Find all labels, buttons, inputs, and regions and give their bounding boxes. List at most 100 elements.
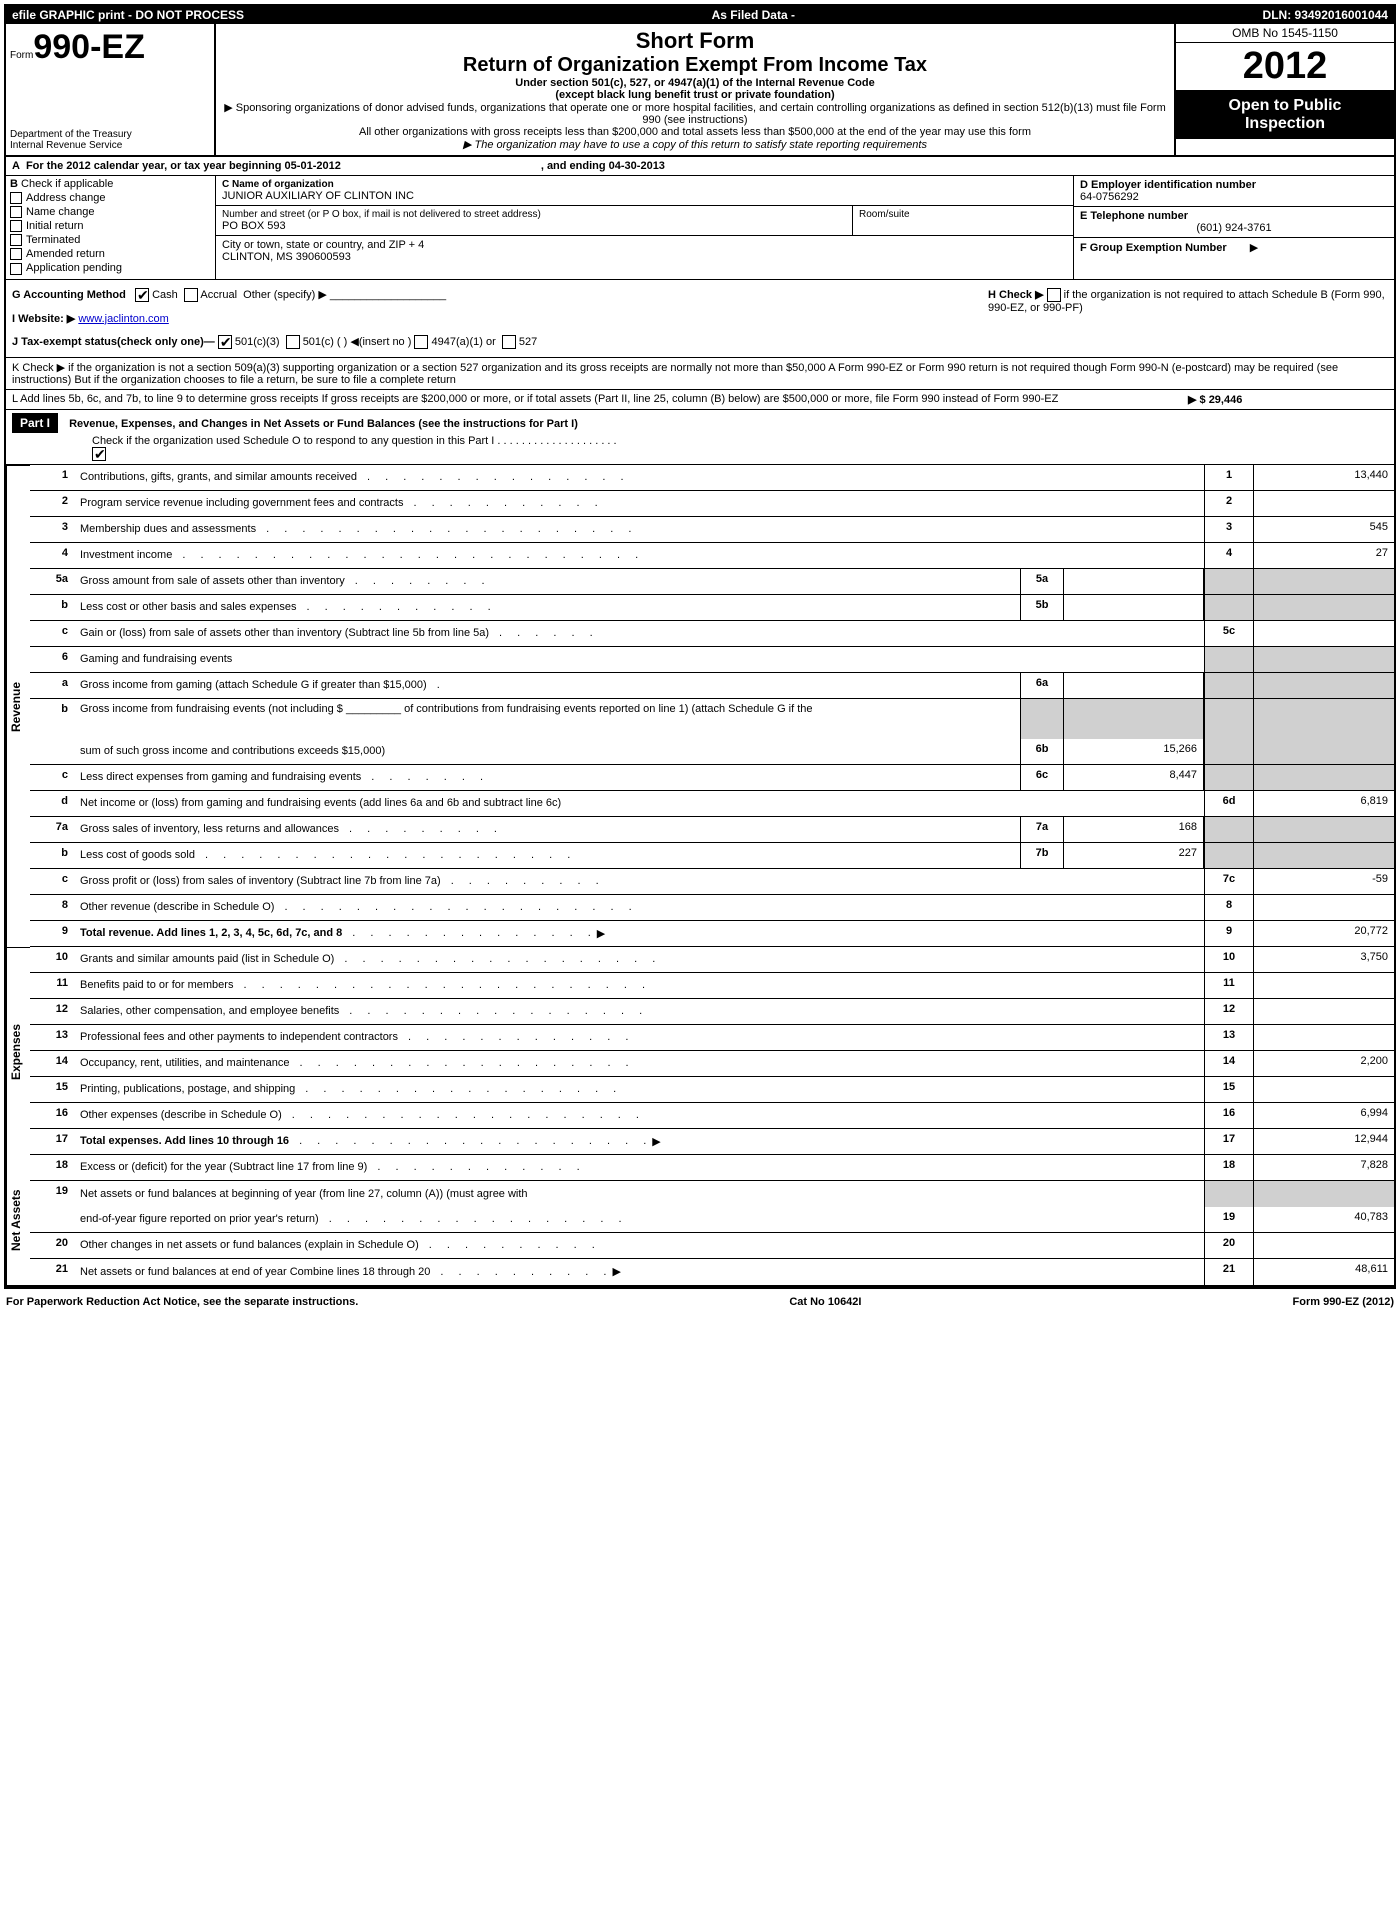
- dept-block: Department of the Treasury Internal Reve…: [10, 129, 132, 151]
- chk-3: Terminated: [26, 234, 80, 246]
- line-6c-sn: 6c: [1020, 765, 1064, 790]
- header-row: Form990-EZ Department of the Treasury In…: [6, 24, 1394, 157]
- dots: . . . . . . . . . . . . . . . . . .: [305, 1083, 622, 1095]
- grey: [1254, 765, 1394, 790]
- grey: [1254, 817, 1394, 842]
- checkbox-amended[interactable]: [10, 248, 22, 260]
- line-7a-sv: 168: [1064, 817, 1204, 842]
- grey: [1204, 739, 1254, 764]
- line-4-num: 4: [30, 543, 74, 568]
- line-15-desc: Printing, publications, postage, and shi…: [80, 1083, 295, 1095]
- checkbox-name-change[interactable]: [10, 206, 22, 218]
- line-18-desc: Excess or (deficit) for the year (Subtra…: [80, 1161, 367, 1173]
- header-center: Short Form Return of Organization Exempt…: [216, 24, 1174, 155]
- form-prefix: Form: [10, 50, 33, 61]
- dept-2: Internal Revenue Service: [10, 140, 132, 151]
- d-ein-label: D Employer identification number: [1080, 179, 1388, 191]
- line-12-num: 12: [30, 999, 74, 1024]
- line-17-rn: 17: [1204, 1129, 1254, 1154]
- e-phone-val: (601) 924-3761: [1080, 222, 1388, 234]
- form-container: efile GRAPHIC print - DO NOT PROCESS As …: [4, 4, 1396, 1289]
- part1-row: Part I Revenue, Expenses, and Changes in…: [6, 410, 1394, 465]
- checkbox-cash[interactable]: [135, 288, 149, 302]
- netassets-block: Net Assets 18 Excess or (deficit) for th…: [6, 1155, 1394, 1287]
- line-16-num: 16: [30, 1103, 74, 1128]
- dept-1: Department of the Treasury: [10, 129, 132, 140]
- e-phone-label: E Telephone number: [1080, 210, 1388, 222]
- line-21-v: 48,611: [1254, 1259, 1394, 1285]
- checkbox-initial-return[interactable]: [10, 220, 22, 232]
- line-19-v: 40,783: [1254, 1207, 1394, 1232]
- line-19-desc2: end-of-year figure reported on prior yea…: [80, 1213, 319, 1225]
- checkbox-accrual[interactable]: [184, 288, 198, 302]
- line-6c-desc: Less direct expenses from gaming and fun…: [80, 771, 361, 783]
- col-b-label: B: [10, 178, 18, 190]
- dots: . . . . . . . . .: [349, 823, 503, 835]
- l-text: L Add lines 5b, 6c, and 7b, to line 9 to…: [12, 393, 1188, 406]
- grey: [1204, 843, 1254, 868]
- line-5b-num: b: [30, 595, 74, 620]
- checkbox-part1-scho[interactable]: [92, 447, 106, 461]
- checkbox-501c[interactable]: [286, 335, 300, 349]
- line-6b-num: b: [30, 699, 74, 739]
- line-6b-sv: 15,266: [1064, 739, 1204, 764]
- line-5c-num: c: [30, 621, 74, 646]
- line-2-rn: 2: [1204, 491, 1254, 516]
- checkbox-terminated[interactable]: [10, 234, 22, 246]
- top-bar-left: efile GRAPHIC print - DO NOT PROCESS: [12, 8, 244, 22]
- line-6d-rn: 6d: [1204, 791, 1254, 816]
- main-title: Return of Organization Exempt From Incom…: [222, 54, 1168, 77]
- j-501c3: 501(c)(3): [235, 336, 280, 348]
- c-city-val: CLINTON, MS 390600593: [222, 251, 1067, 263]
- checkbox-501c3[interactable]: [218, 335, 232, 349]
- line-3-rn: 3: [1204, 517, 1254, 542]
- c-addr-val: PO BOX 593: [222, 220, 846, 232]
- row-a-text: For the 2012 calendar year, or tax year …: [26, 160, 341, 172]
- grey: [1254, 673, 1394, 698]
- grey: [1020, 699, 1064, 739]
- checkbox-address-change[interactable]: [10, 192, 22, 204]
- line-5b-sv: [1064, 595, 1204, 620]
- dots: . . . . . . . . .: [451, 875, 605, 887]
- line-5c-rn: 5c: [1204, 621, 1254, 646]
- footer-right: Form 990-EZ (2012): [1293, 1296, 1394, 1308]
- grey: [1254, 1181, 1394, 1207]
- line-1-desc: Contributions, gifts, grants, and simila…: [80, 471, 357, 483]
- col-c: C Name of organization JUNIOR AUXILIARY …: [216, 176, 1074, 279]
- line-5c-v: [1254, 621, 1394, 646]
- line-1-num: 1: [30, 465, 74, 490]
- f-group-block: F Group Exemption Number ▶: [1074, 238, 1394, 257]
- website-link[interactable]: www.jaclinton.com: [78, 313, 168, 325]
- row-a-label: A: [12, 160, 20, 172]
- line-16-desc: Other expenses (describe in Schedule O): [80, 1109, 282, 1121]
- entity-row: B Check if applicable Address change Nam…: [6, 176, 1394, 280]
- checkbox-527[interactable]: [502, 335, 516, 349]
- line-12-rn: 12: [1204, 999, 1254, 1024]
- line-5a-sn: 5a: [1020, 569, 1064, 594]
- line-7a-desc: Gross sales of inventory, less returns a…: [80, 823, 339, 835]
- dots: . . . . . . . . . .: [429, 1239, 601, 1251]
- top-bar-right: DLN: 93492016001044: [1263, 8, 1388, 22]
- c-city-label: City or town, state or country, and ZIP …: [222, 239, 1067, 251]
- line-18-rn: 18: [1204, 1155, 1254, 1180]
- dots: . . . . . . . . . . . . . . . . . . . . …: [243, 979, 651, 991]
- line-19-desc: Net assets or fund balances at beginning…: [80, 1188, 528, 1200]
- line-16-v: 6,994: [1254, 1103, 1394, 1128]
- l-val: ▶ $ 29,446: [1188, 393, 1388, 406]
- line-4-rn: 4: [1204, 543, 1254, 568]
- checkbox-h[interactable]: [1047, 288, 1061, 302]
- line-20-v: [1254, 1233, 1394, 1258]
- dots: . . . . . . . . . . . . . .: [352, 927, 597, 939]
- row-a-ending: , and ending 04-30-2013: [541, 160, 665, 172]
- line-4-v: 27: [1254, 543, 1394, 568]
- line-14-v: 2,200: [1254, 1051, 1394, 1076]
- chk-2: Initial return: [26, 220, 83, 232]
- checkbox-pending[interactable]: [10, 263, 22, 275]
- part1-title: Revenue, Expenses, and Changes in Net As…: [69, 418, 578, 430]
- tax-year: 2012: [1176, 43, 1394, 91]
- checkbox-4947[interactable]: [414, 335, 428, 349]
- line-14-rn: 14: [1204, 1051, 1254, 1076]
- line-19-num: 19: [30, 1181, 74, 1207]
- line-10-v: 3,750: [1254, 947, 1394, 972]
- expenses-block: Expenses 10 Grants and similar amounts p…: [6, 947, 1394, 1155]
